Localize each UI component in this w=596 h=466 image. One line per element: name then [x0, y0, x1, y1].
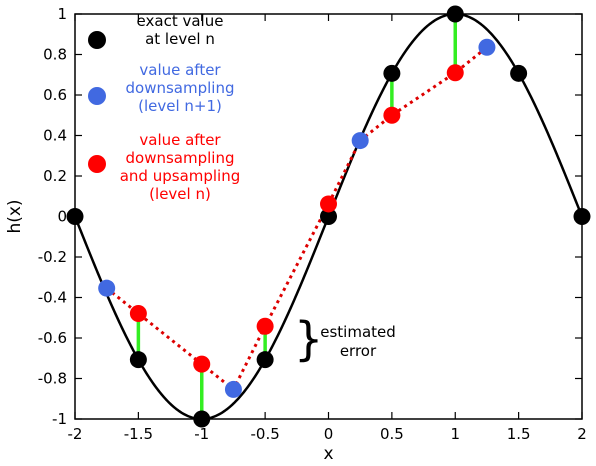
exact-value-point [256, 351, 274, 369]
legend-marker [88, 31, 106, 49]
upsampled-point [446, 64, 464, 82]
downsampled-point [478, 38, 496, 56]
upsampled-point [383, 106, 401, 124]
y-tick-label: 0.6 [43, 86, 67, 104]
annotation-text: estimated [320, 323, 396, 341]
upsampled-point [320, 195, 337, 213]
legend-label: exact value [137, 12, 224, 30]
upsampled-point [256, 317, 274, 335]
annotation-text: error [340, 342, 377, 360]
legend-marker [88, 155, 106, 173]
interpolation-line-layer [105, 46, 488, 392]
y-tick-label: 0 [57, 208, 67, 226]
x-tick-label: -0.5 [250, 425, 279, 443]
y-tick-label: -0.4 [38, 289, 67, 307]
exact-value-point [129, 351, 147, 369]
y-tick-label: 1 [57, 5, 67, 23]
y-tick-label: 0.8 [43, 46, 67, 64]
x-tick-label: -2 [68, 425, 83, 443]
x-tick-label: 1 [450, 425, 460, 443]
y-tick-label: 0.2 [43, 167, 67, 185]
annotation-brace: } [294, 312, 323, 366]
interpolation-dotted-line [105, 46, 488, 392]
exact-value-point [510, 64, 528, 82]
y-tick-label: -0.2 [38, 248, 67, 266]
legend-label: (level n+1) [138, 97, 222, 115]
legend-label: downsampling [126, 79, 235, 97]
upsampled-point [193, 355, 211, 373]
axes-layer: -2 -1.5 -1 -0.5 0 0.5 1 1.5 2 -1 -0.8 -0.6 -0.4 -0.2 0… [38, 5, 587, 443]
x-axis-title: x [323, 444, 333, 464]
x-tick-label: 0 [324, 425, 334, 443]
y-tick-label: 0.4 [43, 127, 67, 145]
downsampled-point [98, 279, 116, 297]
x-tick-label: -1.5 [124, 425, 153, 443]
y-tick-label: -0.8 [38, 370, 67, 388]
legend-marker [88, 87, 106, 105]
legend-label: downsampling [126, 149, 235, 167]
exact-value-point [320, 208, 337, 225]
y-tick-label: -0.6 [38, 329, 67, 347]
x-tick-label: 0.5 [380, 425, 404, 443]
exact-value-point [383, 64, 401, 82]
y-axis-title: h(x) [5, 199, 25, 233]
downsampled-point [224, 380, 242, 398]
legend-label: at level n [145, 30, 215, 48]
legend-label: (level n) [149, 185, 211, 203]
y-tick-label: -1 [52, 410, 67, 428]
x-tick-label: 2 [577, 425, 587, 443]
legend-label: value after [139, 61, 221, 79]
downsampled-point [351, 132, 369, 150]
upsampled-point [129, 304, 147, 322]
legend-label: value after [139, 131, 221, 149]
x-tick-label: -1 [194, 425, 209, 443]
x-tick-label: 1.5 [507, 425, 531, 443]
legend-label: and upsampling [120, 167, 241, 185]
